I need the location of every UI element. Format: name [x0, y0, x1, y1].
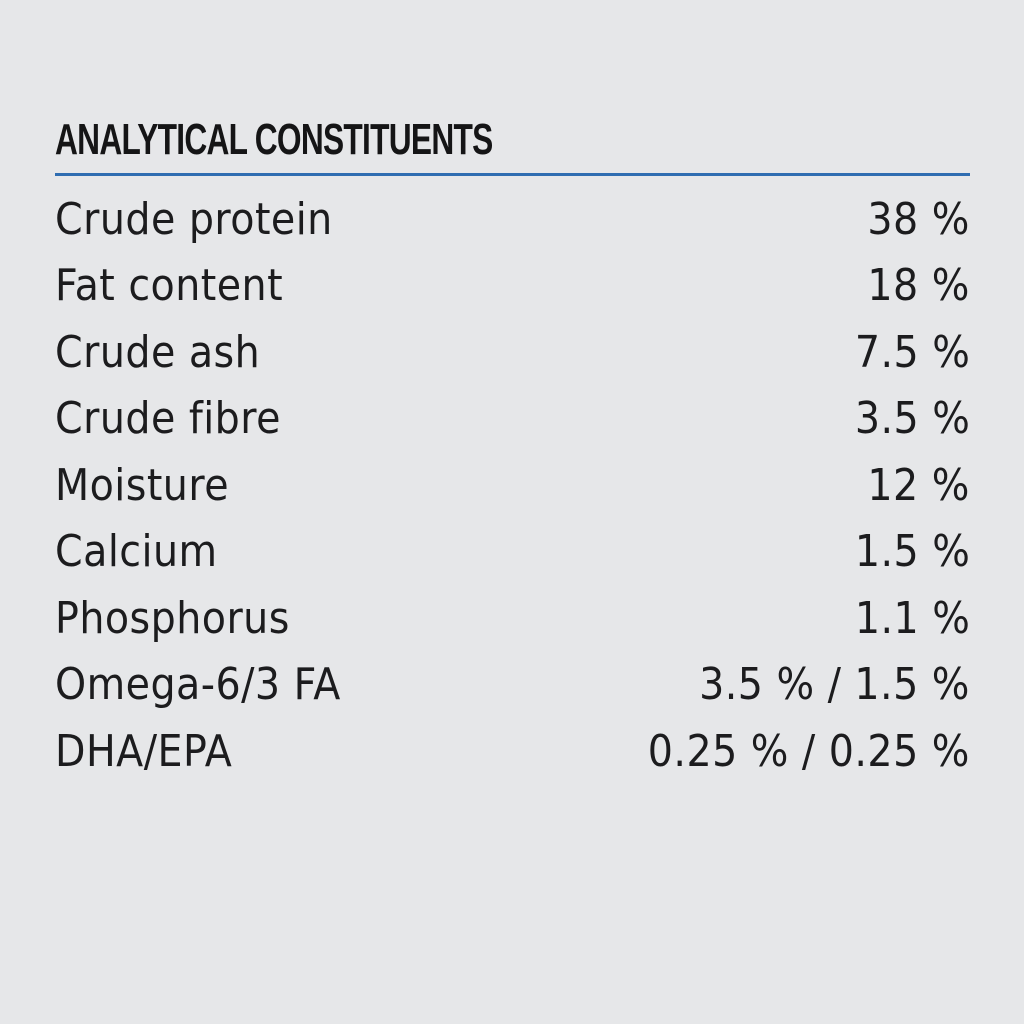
analytical-constituents-panel: ANALYTICAL CONSTITUENTS Crude protein 38… [55, 0, 970, 1024]
heading-divider [55, 173, 970, 176]
constituent-value: 1.5 % [854, 526, 970, 578]
table-row: DHA/EPA 0.25 % / 0.25 % [55, 718, 970, 785]
section-heading: ANALYTICAL CONSTITUENTS [55, 115, 493, 164]
constituent-value: 7.5 % [854, 326, 970, 378]
table-row: Crude ash 7.5 % [55, 319, 970, 386]
constituent-label: Fat content [55, 260, 284, 312]
constituent-label: Phosphorus [55, 592, 290, 644]
constituent-value: 0.25 % / 0.25 % [647, 725, 970, 777]
constituent-label: Crude protein [55, 193, 333, 245]
table-row: Moisture 12 % [55, 452, 970, 519]
constituent-value: 12 % [867, 459, 970, 511]
constituent-value: 18 % [867, 260, 970, 312]
constituent-value: 1.1 % [854, 592, 970, 644]
table-row: Crude fibre 3.5 % [55, 386, 970, 453]
constituent-label: DHA/EPA [55, 725, 233, 777]
constituent-value: 3.5 % / 1.5 % [699, 659, 970, 711]
constituent-label: Moisture [55, 459, 230, 511]
constituent-label: Calcium [55, 526, 218, 578]
table-row: Omega-6/3 FA 3.5 % / 1.5 % [55, 652, 970, 719]
table-row: Crude protein 38 % [55, 186, 970, 253]
constituent-label: Crude ash [55, 326, 261, 378]
constituent-label: Omega-6/3 FA [55, 659, 341, 711]
table-row: Calcium 1.5 % [55, 519, 970, 586]
table-row: Phosphorus 1.1 % [55, 585, 970, 652]
constituents-table: Crude protein 38 % Fat content 18 % Crud… [55, 186, 970, 785]
constituent-value: 38 % [867, 193, 970, 245]
constituent-label: Crude fibre [55, 393, 281, 445]
table-row: Fat content 18 % [55, 253, 970, 320]
constituent-value: 3.5 % [854, 393, 970, 445]
